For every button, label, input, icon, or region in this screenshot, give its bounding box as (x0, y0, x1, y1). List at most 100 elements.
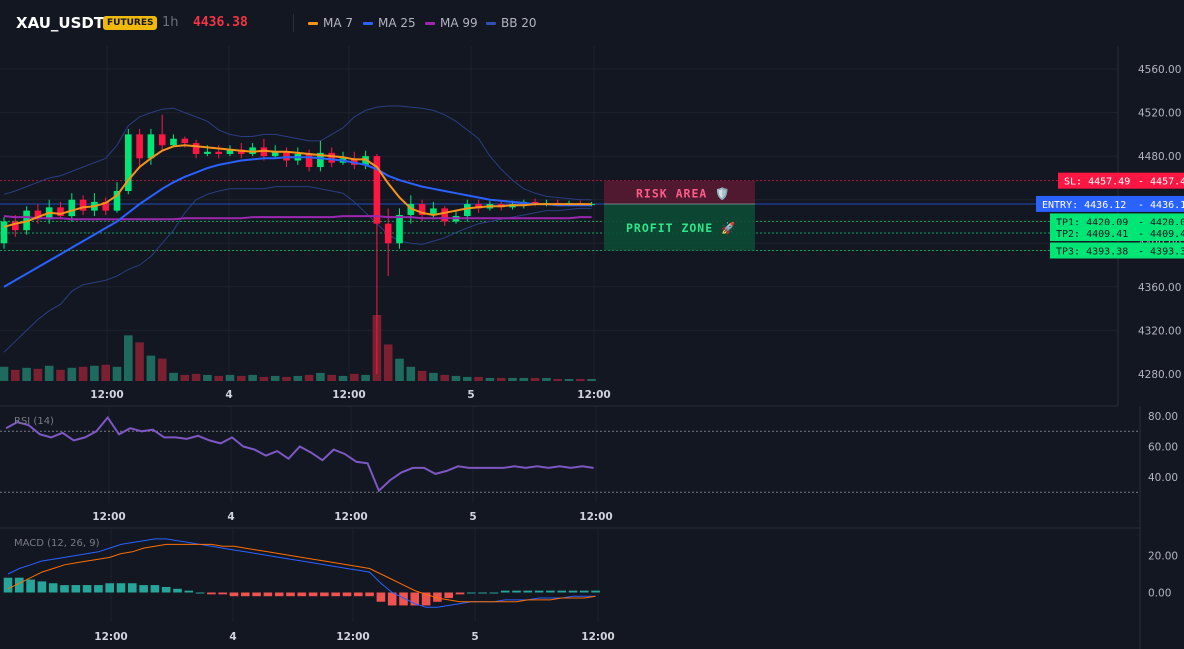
candle-body (34, 210, 42, 220)
time-axis-label: 5 (469, 511, 476, 523)
macd-histogram-bar (354, 592, 363, 597)
price-axis-tick: 4360.00 (1138, 282, 1181, 294)
legend-swatch (363, 21, 373, 25)
volume-bar (417, 370, 427, 381)
macd-histogram-bar (173, 588, 182, 593)
macd-histogram-bar (523, 590, 533, 593)
macd-histogram-bar (376, 592, 386, 602)
bb-upper-line (3, 105, 592, 201)
legend-ma7-label: MA 7 (323, 16, 354, 30)
level-tag-tp2-price: - 4409.41 (1138, 229, 1184, 240)
legend-ma99[interactable]: MA 99 (425, 16, 478, 30)
macd-histogram-bar (37, 581, 47, 593)
legend-ma7[interactable]: MA 7 (308, 16, 353, 30)
candle-body (204, 151, 211, 154)
price-axis-tick: 4320.00 (1138, 325, 1181, 337)
candle-body (136, 134, 143, 159)
rsi-axis-tick: 80.00 (1148, 411, 1178, 423)
time-axis-label: 4 (227, 511, 234, 523)
volume-bar (135, 342, 144, 381)
volume-bar (169, 372, 178, 381)
candle-body (418, 204, 426, 215)
ma99-line (3, 215, 592, 221)
volume-bar (451, 375, 461, 381)
volume-bar (101, 364, 110, 381)
volume-bar (587, 378, 596, 381)
candle-body (260, 147, 268, 157)
bb-lower-line (3, 186, 592, 353)
macd-histogram-bar (274, 592, 284, 597)
macd-histogram-bar (580, 590, 589, 593)
time-axis-label: 5 (471, 631, 478, 643)
candle-body (407, 204, 415, 215)
candle-body (113, 191, 121, 211)
legend-ma25[interactable]: MA 25 (363, 16, 416, 30)
macd-pane[interactable] (3, 538, 600, 608)
header-divider (293, 14, 294, 32)
macd-histogram-bar (82, 585, 92, 593)
macd-histogram-bar (297, 592, 307, 597)
rsi-pane[interactable] (0, 415, 1140, 493)
axes: 4560.004520.004480.004400.004360.004320.… (90, 64, 1184, 643)
volume-bar (67, 367, 77, 381)
candle-body (12, 221, 19, 231)
candle-body (283, 151, 290, 161)
macd-axis-tick: 0.00 (1148, 588, 1171, 600)
risk-area-label: RISK AREA 🛡️ (636, 187, 731, 201)
volume-bar (429, 372, 438, 381)
candle-body (464, 204, 471, 217)
candle-body (373, 156, 381, 224)
ma25-line (3, 156, 592, 288)
macd-histogram-bar (241, 592, 250, 597)
grid-lines (0, 46, 1141, 649)
volume-bar (112, 366, 122, 381)
rsi-axis-tick: 40.00 (1148, 472, 1178, 484)
macd-histogram-bar (557, 590, 566, 593)
volume-bar (157, 358, 167, 381)
volume-bar (406, 366, 416, 381)
volume-bar (383, 344, 393, 381)
level-tag-tp3-label: TP3: 4393.38 (1056, 246, 1128, 257)
legend-swatch (486, 21, 496, 25)
macd-histogram-bar (500, 590, 510, 593)
volume-bar (90, 365, 99, 381)
macd-histogram-bar (128, 583, 137, 593)
macd-histogram-bar (15, 577, 24, 593)
candle-body (430, 208, 437, 215)
candle-body (79, 199, 87, 211)
level-tag-tp2 (1050, 225, 1184, 242)
volume-bar (282, 376, 291, 381)
volume-bar (33, 368, 43, 381)
price-axis-tick: 4560.00 (1138, 64, 1181, 76)
candle-body (317, 152, 324, 168)
macd-histogram-bar (60, 585, 69, 593)
symbol-title[interactable]: XAU_USDT (16, 14, 105, 32)
macd-histogram-bar (421, 592, 431, 606)
volume-bar (361, 374, 370, 381)
legend-bb20[interactable]: BB 20 (486, 16, 537, 30)
macd-histogram-bar (150, 585, 160, 593)
macd-histogram-bar (546, 590, 555, 593)
macd-histogram-bar (48, 583, 58, 593)
volume-bar (11, 369, 20, 381)
volume-bar (203, 374, 212, 381)
timeframe-label[interactable]: 1h (162, 15, 179, 30)
macd-histogram-bar (252, 592, 261, 597)
candle-body (192, 143, 200, 154)
candle-body (102, 201, 109, 211)
macd-histogram-bar (71, 585, 81, 593)
volume-bar (293, 375, 303, 381)
price-pane[interactable] (0, 105, 596, 381)
macd-histogram-bar (161, 586, 171, 593)
volume-bar (270, 375, 280, 381)
volume-bar (576, 378, 585, 381)
macd-histogram-bar (365, 592, 374, 597)
volume-bar (78, 366, 88, 381)
volume-bar (225, 374, 235, 381)
macd-histogram-bar (591, 590, 600, 593)
candle-body (0, 221, 8, 244)
volume-bar (350, 373, 359, 381)
volume-bar (259, 376, 269, 381)
macd-histogram-bar (433, 592, 442, 602)
